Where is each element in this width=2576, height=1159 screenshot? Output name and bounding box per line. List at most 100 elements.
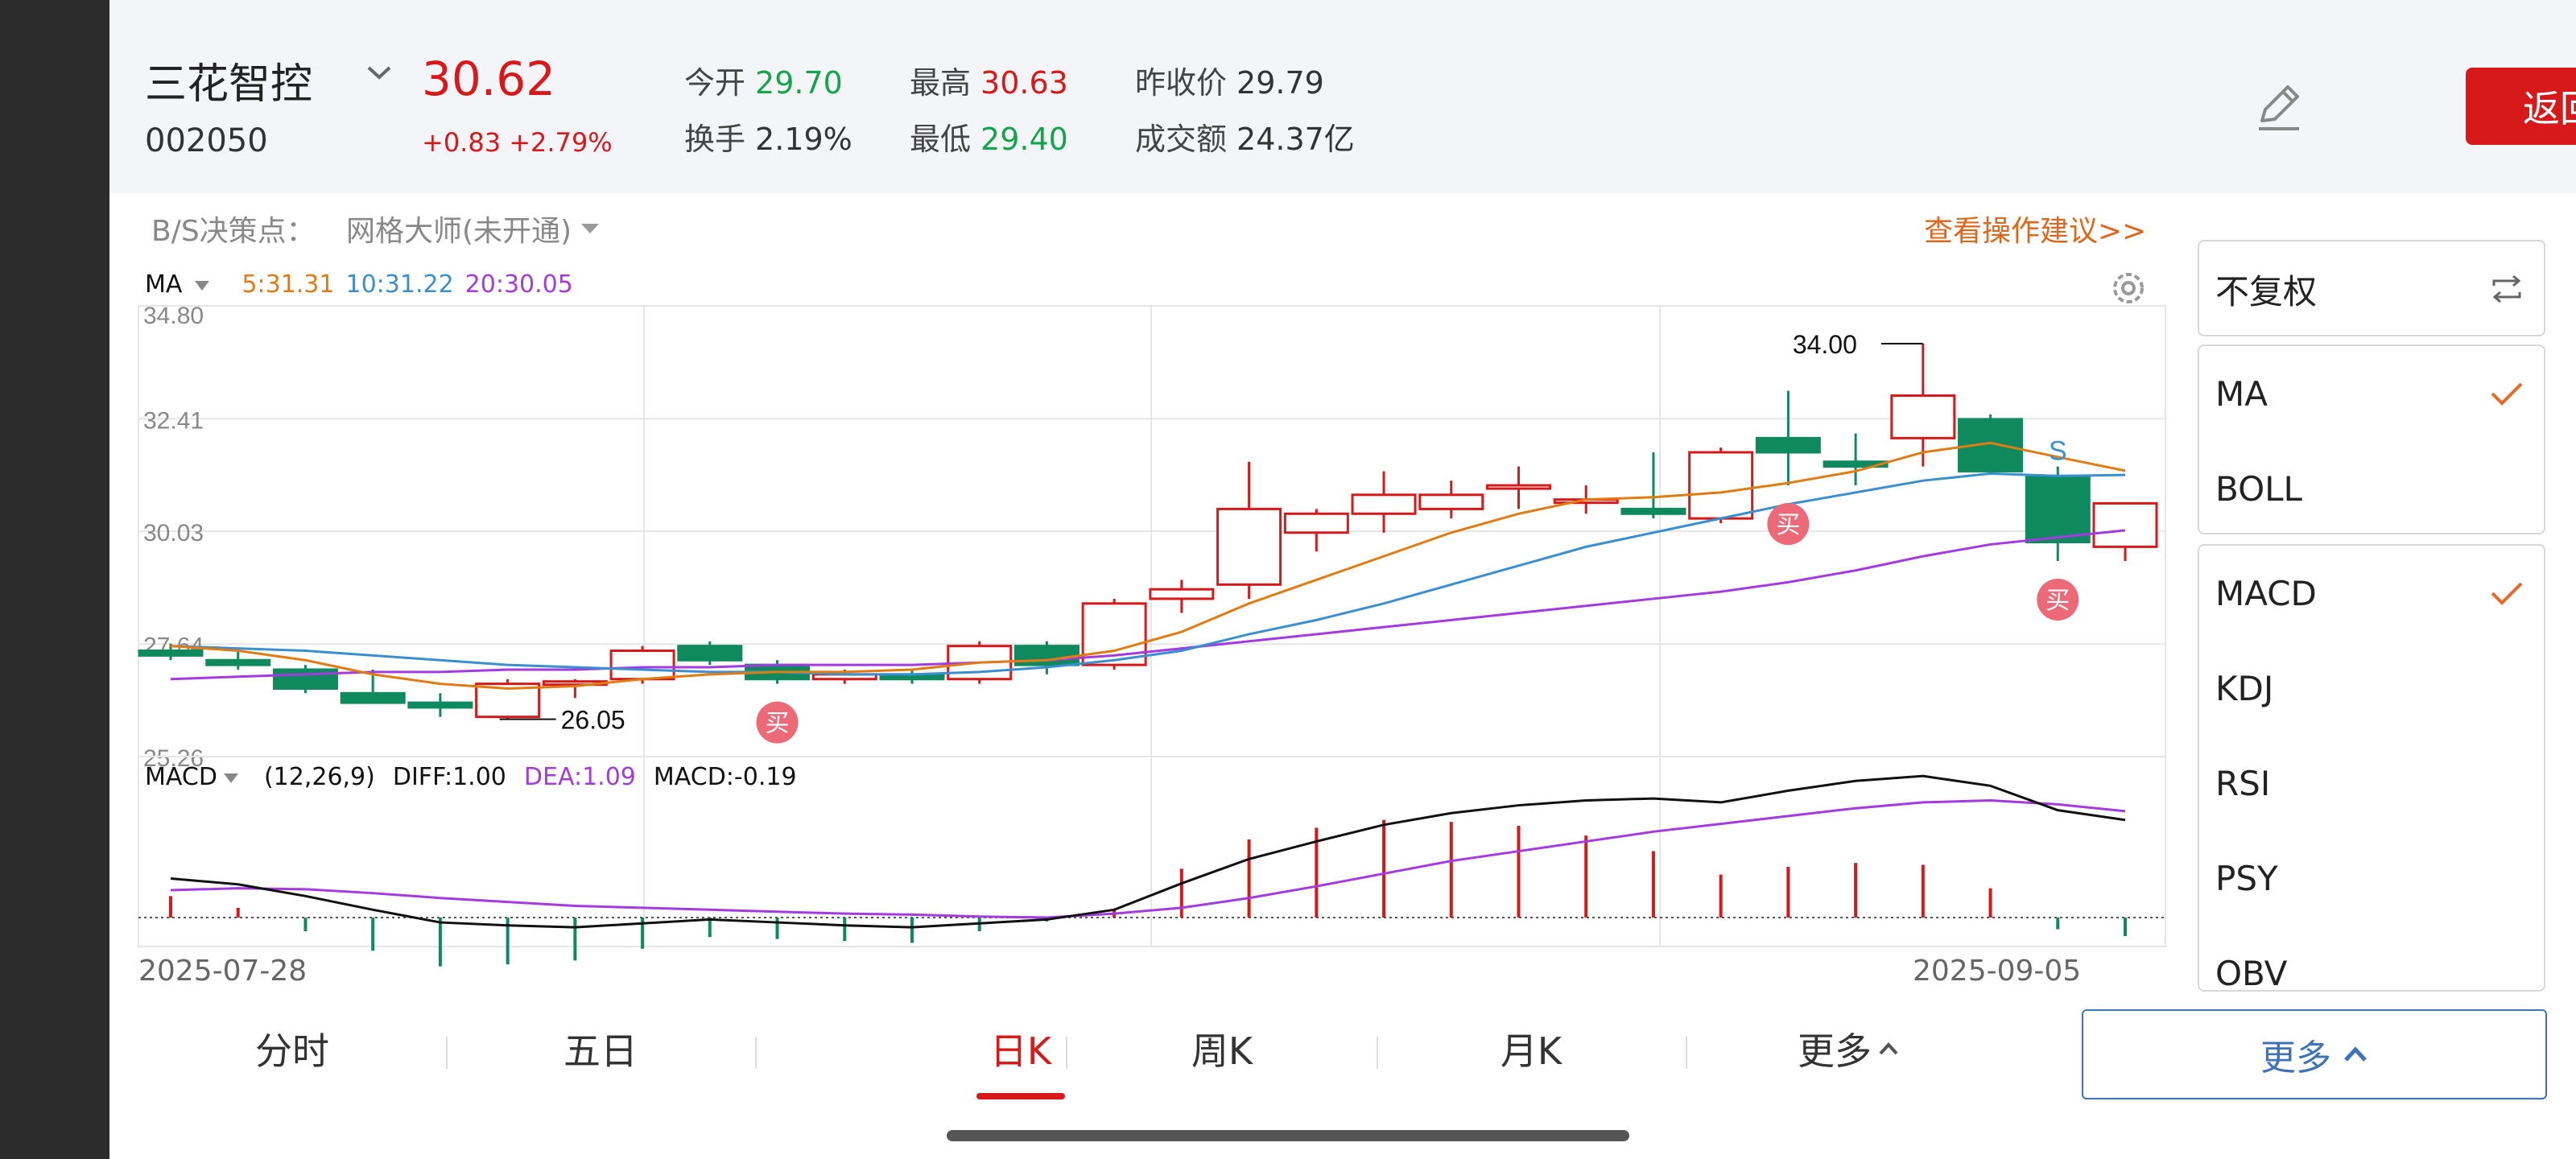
candle-body [1283, 512, 1349, 534]
back-button[interactable]: 返回 [2466, 68, 2576, 145]
caret-down-icon[interactable] [222, 772, 240, 785]
high-mark-label: 34.00 [1793, 330, 1857, 359]
tab-monthly-k[interactable]: 月K [1500, 1029, 1563, 1073]
quote-high-value: 30.63 [980, 65, 1068, 101]
tab-weekly-k[interactable]: 周K [1191, 1029, 1253, 1073]
period-tabs: 分时 五日 日K 周K 月K 更多 [109, 1006, 2058, 1103]
indicator-option-ma[interactable]: MA [2199, 346, 2544, 441]
ma5-value: 5:31.31 [242, 270, 335, 299]
candle-body [1823, 460, 1889, 468]
quote-low-label: 最低 [910, 122, 972, 157]
indicator-option-macd[interactable]: MACD [2199, 546, 2544, 641]
chart-settings-gear-icon[interactable] [2107, 267, 2149, 309]
adjust-option[interactable]: 不复权 [2199, 241, 2544, 335]
swap-arrows-icon [2492, 274, 2521, 303]
more-indicators-button[interactable]: 更多 [2082, 1009, 2547, 1099]
indicator-option-kdj[interactable]: KDJ [2199, 641, 2544, 736]
stock-code: 002050 [145, 122, 268, 159]
sub-indicator-panel: MACD KDJ RSI PSY OBV [2198, 544, 2545, 992]
indicator-label: MACD [2215, 573, 2317, 613]
indicator-label: OBV [2215, 953, 2288, 992]
indicator-option-rsi[interactable]: RSI [2199, 736, 2544, 831]
quote-turnover: 换手 2.19% [684, 114, 852, 159]
ma-title[interactable]: MA [145, 270, 183, 299]
candle-body [1418, 493, 1484, 510]
macd-title[interactable]: MACD [145, 763, 217, 791]
main-indicator-panel: MA BOLL [2198, 344, 2545, 534]
tab-more-label: 更多 [1798, 1029, 1872, 1073]
tab-daily-k[interactable]: 日K [989, 1029, 1052, 1073]
caret-down-icon[interactable] [193, 279, 211, 292]
buy-signal-label: 买 [766, 710, 790, 738]
indicator-option-boll[interactable]: BOLL [2199, 441, 2544, 533]
chevron-down-icon[interactable] [365, 63, 393, 82]
candle-body [2025, 474, 2091, 544]
candle-body [1688, 451, 1754, 520]
indicator-label: KDJ [2215, 668, 2274, 708]
quote-low-value: 29.40 [980, 122, 1068, 157]
tab-divider [1686, 1037, 1687, 1069]
candle-body [1755, 436, 1821, 454]
candle-body [1620, 507, 1686, 515]
macd-diff-value: DIFF:1.00 [392, 763, 506, 791]
candle-body [1149, 588, 1215, 600]
indicator-option-psy[interactable]: PSY [2199, 831, 2544, 926]
sell-signal-marker: S [2049, 436, 2067, 467]
left-side-bar [0, 0, 109, 1159]
quote-low: 最低 29.40 [910, 114, 1068, 159]
edit-pencil-icon[interactable] [2251, 79, 2307, 135]
candle-body [407, 701, 473, 709]
ma5-line [170, 441, 2126, 690]
indicator-label: MA [2215, 373, 2268, 414]
y-tick-label: 25.26 [143, 745, 204, 772]
macd-legend: MACD (12,26,9) DIFF:1.00 DEA:1.09 MACD:-0.19 [145, 763, 815, 791]
tab-divider [446, 1037, 448, 1069]
date-start: 2025-07-28 [138, 955, 308, 988]
stock-header: 三花智控 002050 30.62 +0.83 +2.79% 今开 29.70 最… [109, 0, 2576, 193]
indicator-label: RSI [2215, 763, 2271, 803]
tab-divider [755, 1037, 757, 1069]
tab-more[interactable]: 更多 [1798, 1022, 1899, 1075]
macd-value: MACD:-0.19 [653, 763, 797, 791]
more-button-label: 更多 [2260, 1037, 2331, 1079]
y-tick-label: 30.03 [143, 520, 204, 547]
quote-prev-close: 昨收价 29.79 [1135, 58, 1324, 102]
caret-down-icon [581, 224, 600, 233]
price-change: +0.83 +2.79% [422, 127, 613, 158]
macd-dea-value: DEA:1.09 [523, 763, 636, 791]
candle-body [2092, 501, 2158, 548]
candle-body [1485, 484, 1551, 490]
candle-body [1890, 394, 1956, 439]
quote-prev-close-label: 昨收价 [1135, 65, 1228, 101]
quote-amount-label: 成交额 [1135, 122, 1228, 157]
adjust-label: 不复权 [2215, 271, 2318, 311]
candle-body [340, 691, 406, 704]
buy-signal-marker [756, 701, 799, 744]
buy-signal-label: 买 [1776, 511, 1800, 539]
low-mark-label: 26.05 [561, 706, 625, 735]
ma-legend: MA 5:31.31 10:31.22 20:30.05 [145, 270, 584, 299]
adjust-selector[interactable]: 不复权 [2198, 240, 2545, 336]
chevron-up-icon [2344, 1046, 2367, 1062]
home-indicator-bar[interactable] [947, 1130, 1629, 1141]
tab-five-day[interactable]: 五日 [564, 1029, 638, 1073]
tab-intraday[interactable]: 分时 [255, 1029, 329, 1073]
dif-line [170, 774, 2126, 929]
indicator-label: BOLL [2215, 468, 2302, 509]
indicator-option-obv[interactable]: OBV [2199, 926, 2544, 992]
buy-signal-label: 买 [2046, 587, 2070, 615]
grid-master-label: 网格大师(未开通) [346, 215, 572, 248]
bs-decision-label: B/S决策点： [151, 215, 316, 248]
tab-divider [1377, 1037, 1378, 1069]
chevron-up-icon [1879, 1042, 1898, 1055]
quote-turnover-label: 换手 [684, 122, 746, 157]
candle-body [205, 658, 271, 666]
stock-name[interactable]: 三花智控 [145, 60, 313, 109]
grid-master-selector[interactable]: 网格大师(未开通) [346, 208, 601, 250]
quote-turnover-value: 2.19% [755, 122, 852, 157]
view-advice-link[interactable]: 查看操作建议>> [1924, 215, 2147, 248]
quote-open-label: 今开 [684, 65, 746, 101]
indicator-label: PSY [2215, 858, 2278, 898]
ma20-line [170, 529, 2126, 681]
